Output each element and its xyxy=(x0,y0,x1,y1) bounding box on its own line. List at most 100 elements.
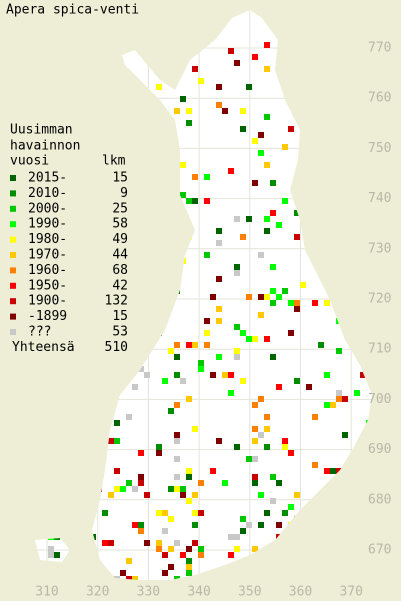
observation-square xyxy=(252,546,258,552)
observation-square xyxy=(96,486,102,492)
legend-swatch xyxy=(10,221,16,228)
observation-square xyxy=(96,402,102,408)
observation-square xyxy=(78,576,84,580)
observation-square xyxy=(336,468,342,474)
legend-label: 1970- xyxy=(28,248,67,263)
observation-square xyxy=(312,564,318,570)
observation-square xyxy=(216,354,222,360)
observation-square xyxy=(282,510,288,516)
observation-square xyxy=(174,576,180,580)
observation-square xyxy=(174,474,180,480)
y-label: 680 xyxy=(368,492,391,507)
legend-label: ??? xyxy=(28,325,51,340)
observation-square xyxy=(258,492,264,498)
observation-square xyxy=(240,516,246,522)
observation-square xyxy=(144,204,150,210)
observation-square xyxy=(318,270,324,276)
observation-square xyxy=(78,552,84,558)
observation-square xyxy=(48,546,54,552)
observation-square xyxy=(342,396,348,402)
observation-square xyxy=(210,582,216,588)
observation-square xyxy=(348,534,354,540)
x-label: 360 xyxy=(289,585,312,600)
y-label: 730 xyxy=(368,241,391,256)
observation-square xyxy=(204,330,210,336)
observation-square xyxy=(132,576,138,580)
legend-label: 1990- xyxy=(28,217,67,232)
observation-square xyxy=(96,570,102,576)
observation-square xyxy=(330,192,336,198)
observation-square xyxy=(240,126,246,132)
x-label: 350 xyxy=(238,585,261,600)
observation-square xyxy=(360,120,366,126)
observation-square xyxy=(336,198,342,204)
observation-square xyxy=(186,396,192,402)
observation-square xyxy=(96,414,102,420)
observation-square xyxy=(342,570,348,576)
observation-square xyxy=(276,294,282,300)
observation-square xyxy=(192,66,198,72)
observation-square xyxy=(270,354,276,360)
observation-square xyxy=(138,474,144,480)
observation-square xyxy=(126,414,132,420)
observation-square xyxy=(204,198,210,204)
observation-square xyxy=(156,450,162,456)
observation-square xyxy=(366,222,372,228)
land xyxy=(35,10,372,580)
observation-square xyxy=(132,486,138,492)
observation-square xyxy=(342,522,348,528)
observation-square xyxy=(318,120,324,126)
observation-square xyxy=(204,174,210,180)
observation-square xyxy=(354,522,360,528)
observation-square xyxy=(294,516,300,522)
observation-square xyxy=(90,534,96,540)
observation-square xyxy=(84,228,90,234)
observation-square xyxy=(174,402,180,408)
observation-square xyxy=(264,546,270,552)
observation-square xyxy=(276,222,282,228)
observation-square xyxy=(186,570,192,576)
observation-square xyxy=(132,306,138,312)
observation-square xyxy=(312,462,318,468)
observation-square xyxy=(186,498,192,504)
observation-square xyxy=(330,252,336,258)
legend-label: 2015- xyxy=(28,171,67,186)
legend-label: 1980- xyxy=(28,232,67,247)
observation-square xyxy=(102,540,108,546)
observation-square xyxy=(282,438,288,444)
legend-swatch xyxy=(10,313,16,320)
observation-square xyxy=(210,294,216,300)
observation-square xyxy=(90,438,96,444)
observation-square xyxy=(288,90,294,96)
observation-square xyxy=(318,528,324,534)
observation-square xyxy=(42,432,48,438)
observation-square xyxy=(90,570,96,576)
observation-square xyxy=(192,540,198,546)
observation-square xyxy=(276,534,282,540)
observation-square xyxy=(312,300,318,306)
observation-square xyxy=(234,546,240,552)
observation-square xyxy=(336,348,342,354)
observation-square xyxy=(294,492,300,498)
observation-square xyxy=(258,132,264,138)
observation-square xyxy=(174,432,180,438)
observation-square xyxy=(180,240,186,246)
observation-square xyxy=(258,558,264,564)
observation-square xyxy=(204,342,210,348)
observation-square xyxy=(210,372,216,378)
observation-square xyxy=(306,570,312,576)
observation-square xyxy=(186,546,192,552)
observation-square xyxy=(240,528,246,534)
observation-square xyxy=(354,240,360,246)
observation-square xyxy=(162,378,168,384)
observation-square xyxy=(354,516,360,522)
observation-square xyxy=(216,576,222,580)
observation-square xyxy=(132,96,138,102)
legend-count: 58 xyxy=(112,217,128,232)
observation-square xyxy=(264,42,270,48)
observation-square xyxy=(264,216,270,222)
observation-square xyxy=(300,576,306,580)
observation-square xyxy=(216,438,222,444)
observation-square xyxy=(192,510,198,516)
